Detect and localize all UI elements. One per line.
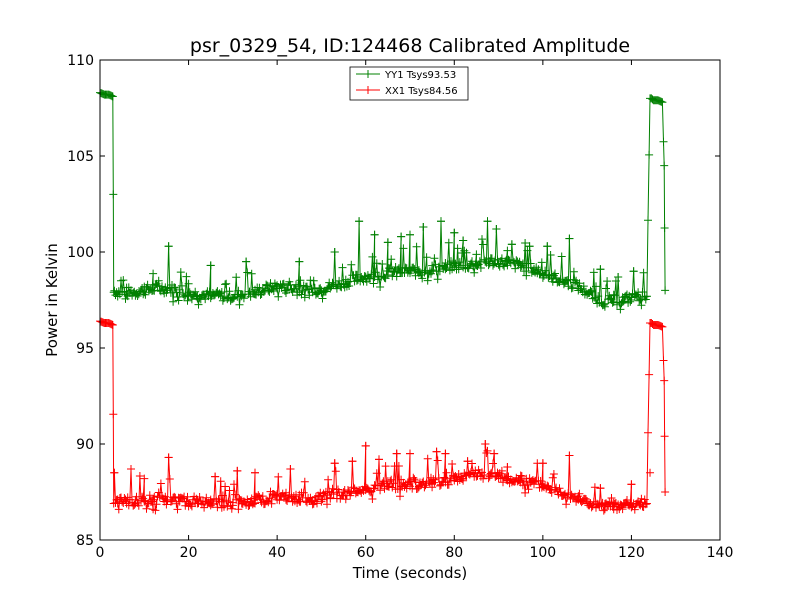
spike-point — [233, 466, 242, 475]
spike-point — [481, 440, 490, 448]
legend-marker-xx1 — [364, 86, 372, 94]
x-tick-label: 100 — [529, 545, 556, 561]
x-tick-label: 20 — [180, 545, 198, 561]
spike-point — [627, 480, 636, 489]
y-tick-label: 105 — [67, 149, 94, 165]
spike-point — [355, 217, 364, 226]
spike-point — [383, 238, 392, 247]
spike-point — [483, 217, 492, 226]
spike-point — [459, 236, 468, 245]
spike-point — [295, 257, 304, 266]
spike-point — [406, 230, 414, 239]
spike-point — [211, 472, 220, 481]
spike-point — [596, 484, 605, 493]
spike-point — [392, 449, 401, 458]
spike-point — [406, 449, 414, 458]
legend-box — [349, 66, 469, 101]
spike-point — [330, 459, 339, 468]
spike-point — [164, 242, 173, 251]
legend: YY1 Tsys93.53 XX1 Tsys84.56 — [349, 66, 469, 101]
spike-point — [565, 451, 574, 460]
tick-layer: 0 20 40 60 80 100 120 140 85 90 95 100 105 110 — [67, 53, 733, 561]
spike-point — [538, 459, 547, 468]
legend-marker-yy1 — [364, 70, 372, 78]
spike-point — [361, 441, 370, 450]
plot-frame — [99, 59, 721, 541]
spike-point — [375, 455, 383, 464]
y-tick-label: 100 — [67, 245, 94, 261]
series-markers — [96, 317, 670, 515]
spike-point — [543, 242, 552, 251]
legend-label-yy1: YY1 Tsys93.53 — [384, 70, 456, 81]
spike-point — [348, 457, 357, 466]
series-layer — [96, 88, 670, 515]
spike-point — [507, 240, 516, 249]
y-tick-label: 95 — [76, 341, 94, 357]
spike-point — [492, 224, 501, 233]
spike-point — [251, 468, 259, 477]
spike-point — [614, 272, 623, 281]
spike-point — [629, 267, 638, 276]
spike-point — [503, 463, 512, 472]
legend-label-xx1: XX1 Tsys84.56 — [385, 86, 458, 97]
x-tick-label: 120 — [618, 545, 645, 561]
x-tick-label: 140 — [707, 545, 734, 561]
x-tick-label: 40 — [268, 545, 286, 561]
x-tick-label: 80 — [445, 545, 463, 561]
spike-point — [370, 230, 379, 239]
spike-point — [286, 464, 295, 473]
x-tick-label: 60 — [357, 545, 375, 561]
x-tick-label: 0 — [96, 545, 105, 561]
y-axis-label: Power in Kelvin — [43, 243, 61, 357]
spike-point — [242, 257, 251, 266]
spike-point — [463, 457, 472, 466]
spike-point — [565, 234, 574, 243]
spike-point — [437, 217, 445, 226]
spike-point — [432, 447, 441, 456]
x-axis-label: Time (seconds) — [352, 564, 468, 582]
y-tick-label: 85 — [76, 533, 94, 549]
spike-point — [110, 468, 119, 477]
spike-point — [646, 468, 655, 477]
spike-point — [206, 261, 215, 270]
series-yy1 — [96, 88, 670, 314]
spike-point — [397, 232, 406, 241]
spike-point — [164, 453, 173, 462]
series-xx1 — [96, 317, 670, 515]
chart-title: psr_0329_54, ID:124468 Calibrated Amplit… — [190, 35, 630, 57]
spike-point — [330, 248, 339, 256]
spike-point — [441, 449, 450, 458]
spike-point — [596, 265, 605, 274]
series-markers — [96, 88, 670, 314]
y-tick-label: 90 — [76, 437, 94, 453]
spike-point — [419, 223, 428, 232]
spike-point — [490, 449, 499, 458]
spike-point — [525, 242, 534, 251]
y-tick-label: 110 — [67, 53, 94, 69]
spike-point — [450, 228, 459, 237]
spike-point — [127, 464, 135, 473]
